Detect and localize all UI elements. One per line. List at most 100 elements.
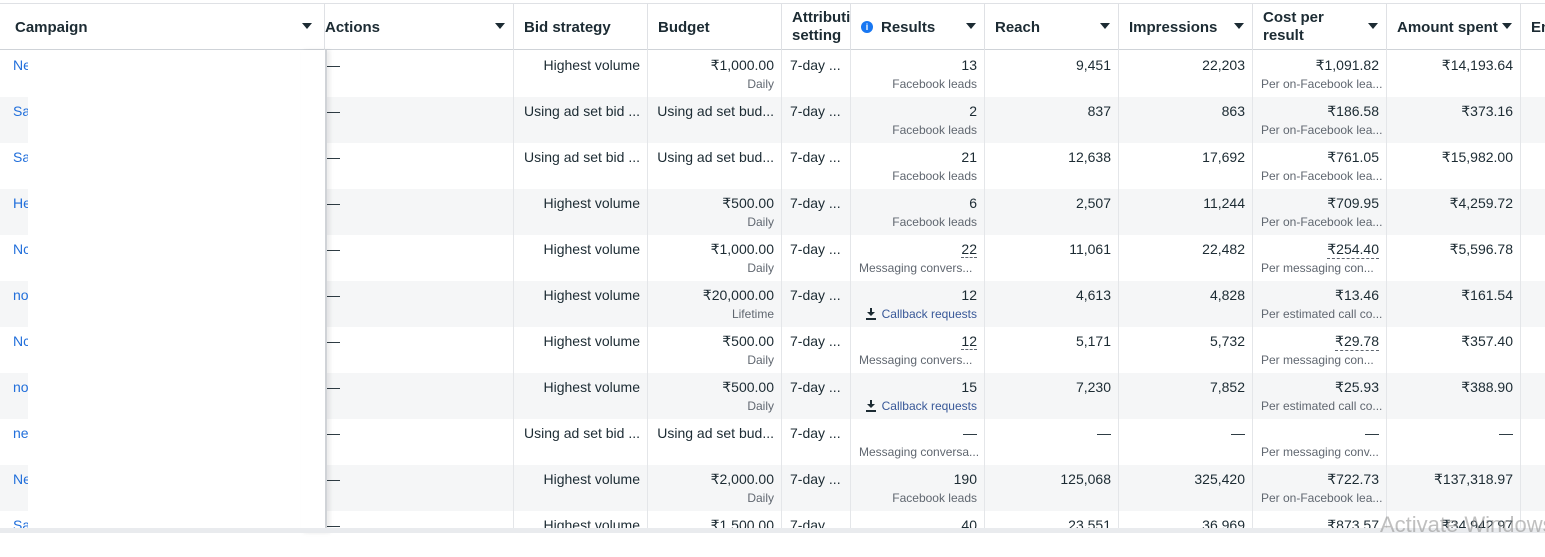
campaign-cell[interactable]: Sa <box>0 511 30 557</box>
attribution-value: 7-day ... <box>790 333 841 349</box>
column-header-campaign[interactable]: Campaign <box>0 4 325 50</box>
campaign-name-link[interactable]: Nc <box>13 333 31 349</box>
amount-spent-cell: ₹357.40 <box>1387 327 1521 373</box>
table-row[interactable]: ne — Using ad set bid ... Using ad set bud.… <box>0 419 1545 465</box>
table-row[interactable]: Nc — Highest volume ₹500.00 Daily 7-day ... 12… <box>0 327 1545 373</box>
info-icon[interactable]: i <box>861 21 873 33</box>
cost-per-result-subtext: Per estimated call co... <box>1261 399 1383 413</box>
cost-per-result-value: ₹761.05 <box>1327 149 1379 165</box>
download-icon <box>865 400 876 412</box>
column-header-reach-label: Reach <box>995 18 1041 36</box>
campaign-cell[interactable]: Nc <box>0 327 31 373</box>
table-row[interactable]: Nc — Highest volume ₹1,000.00 Daily 7-day ...… <box>0 235 1545 281</box>
impressions-cell: — <box>1119 419 1253 465</box>
activate-windows-watermark: Activate Windows <box>1380 512 1545 537</box>
sort-caret-icon[interactable] <box>1368 23 1378 29</box>
campaign-name-link[interactable]: no <box>13 287 29 303</box>
bid-strategy-value: Using ad set bid ... <box>524 103 640 119</box>
budget-period: Daily <box>747 215 774 229</box>
budget-value: ₹500.00 <box>722 379 774 395</box>
column-header-amount-spent[interactable]: Amount spent <box>1387 4 1521 50</box>
campaign-name-link[interactable]: Nc <box>13 241 31 257</box>
sort-caret-icon[interactable] <box>495 23 505 29</box>
actions-value: — <box>326 287 340 303</box>
campaign-cell[interactable]: ne <box>0 419 29 465</box>
budget-cell: ₹1,000.00 Daily <box>648 235 782 281</box>
campaign-cell[interactable]: Ne <box>0 465 31 511</box>
campaign-name-link[interactable]: Ne <box>13 471 31 487</box>
horizontal-scrollbar[interactable] <box>0 528 1545 533</box>
attribution-value: 7-day ... <box>790 149 841 165</box>
impressions-cell: 5,732 <box>1119 327 1253 373</box>
sort-caret-icon[interactable] <box>1100 23 1110 29</box>
cost-per-result-subtext: Per on-Facebook lea... <box>1261 491 1383 505</box>
column-divider <box>984 50 985 533</box>
column-header-budget[interactable]: Budget <box>648 4 782 50</box>
sort-caret-icon[interactable] <box>1502 23 1512 29</box>
column-header-attribution-label: Attribution setting <box>792 9 851 44</box>
column-header-impressions[interactable]: Impressions <box>1119 4 1253 50</box>
budget-cell: ₹500.00 Daily <box>648 327 782 373</box>
column-header-bid-strategy[interactable]: Bid strategy <box>514 4 648 50</box>
campaign-name-link[interactable]: ne <box>13 425 29 441</box>
campaign-cell[interactable]: Nc <box>0 235 31 281</box>
results-subtext: Facebook leads <box>892 123 977 137</box>
column-divider <box>1520 50 1521 533</box>
budget-period: Daily <box>747 77 774 91</box>
campaign-cell[interactable]: no <box>0 281 29 327</box>
column-header-actions[interactable]: Actions <box>325 4 514 50</box>
column-divider <box>781 50 782 533</box>
reach-value: 12,638 <box>1068 149 1111 165</box>
campaign-name-link[interactable]: no <box>13 379 29 395</box>
attribution-cell: 7-day ... <box>782 511 851 557</box>
column-header-reach[interactable]: Reach <box>985 4 1119 50</box>
budget-cell: ₹2,000.00 Daily <box>648 465 782 511</box>
campaign-name-link[interactable]: Sa <box>13 149 31 165</box>
campaign-cell[interactable]: Sa <box>0 143 31 189</box>
impressions-value: 7,852 <box>1209 379 1245 395</box>
cost-per-result-subtext: Per on-Facebook lea... <box>1261 215 1383 229</box>
campaign-cell[interactable]: Sa <box>0 97 31 143</box>
column-header-attribution[interactable]: Attribution setting <box>782 4 851 50</box>
results-value: — <box>963 425 977 441</box>
cost-per-result-cell: ₹13.46 Per estimated call co... <box>1253 281 1387 327</box>
reach-value: 837 <box>1087 103 1111 119</box>
results-cell: 12 Callback requests <box>851 281 985 327</box>
results-cell: — Messaging conversa... <box>851 419 985 465</box>
sort-caret-icon[interactable] <box>966 23 976 29</box>
bid-strategy-value: Using ad set bid ... <box>524 425 640 441</box>
bid-strategy-value: Highest volume <box>543 333 641 349</box>
campaign-cell[interactable]: Ne <box>0 51 31 97</box>
attribution-cell: 7-day ... <box>782 281 851 327</box>
impressions-cell: 17,692 <box>1119 143 1253 189</box>
results-subtext: Messaging conversa... <box>859 445 980 459</box>
reach-cell: 9,451 <box>985 51 1119 97</box>
campaign-name-link[interactable]: Ne <box>13 57 31 73</box>
results-cell: 2 Facebook leads <box>851 97 985 143</box>
column-header-results[interactable]: i Results <box>851 4 985 50</box>
results-cell: 6 Facebook leads <box>851 189 985 235</box>
impressions-cell: 325,420 <box>1119 465 1253 511</box>
reach-cell: — <box>985 419 1119 465</box>
results-callback-link[interactable]: Callback requests <box>865 307 977 321</box>
cost-per-result-cell: ₹254.40 Per messaging con... <box>1253 235 1387 281</box>
sort-caret-icon[interactable] <box>302 23 312 29</box>
results-value: 13 <box>961 57 977 73</box>
campaign-name-link[interactable]: Sa <box>13 103 31 119</box>
bid-strategy-cell: Highest volume <box>514 189 648 235</box>
sort-caret-icon[interactable] <box>1234 23 1244 29</box>
budget-value: ₹2,000.00 <box>710 471 774 487</box>
budget-period: Daily <box>747 399 774 413</box>
attribution-cell: 7-day ... <box>782 235 851 281</box>
campaign-cell[interactable]: no <box>0 373 29 419</box>
table-row[interactable]: Sa — Using ad set bid ... Using ad set bud.… <box>0 143 1545 189</box>
column-header-ends[interactable]: Ends <box>1521 4 1545 50</box>
amount-spent-cell: ₹161.54 <box>1387 281 1521 327</box>
column-header-cost-per-result[interactable]: Cost per result <box>1253 4 1387 50</box>
results-cell: 190 Facebook leads <box>851 465 985 511</box>
campaign-name-link[interactable]: He <box>13 195 31 211</box>
actions-cell: — <box>325 51 514 97</box>
table-row[interactable]: Ne — Highest volume ₹1,000.00 Daily 7-day ...… <box>0 51 1545 97</box>
campaign-cell[interactable]: He <box>0 189 31 235</box>
results-callback-link[interactable]: Callback requests <box>865 399 977 413</box>
